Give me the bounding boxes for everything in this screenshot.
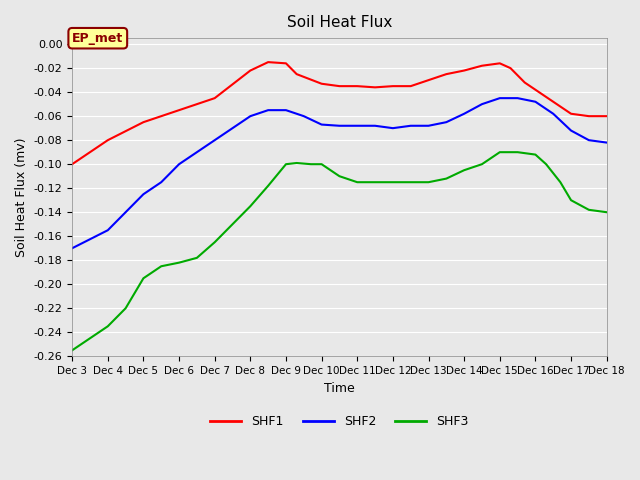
X-axis label: Time: Time — [324, 382, 355, 395]
Title: Soil Heat Flux: Soil Heat Flux — [287, 15, 392, 30]
Legend: SHF1, SHF2, SHF3: SHF1, SHF2, SHF3 — [205, 410, 474, 433]
Text: EP_met: EP_met — [72, 32, 124, 45]
Y-axis label: Soil Heat Flux (mv): Soil Heat Flux (mv) — [15, 137, 28, 257]
